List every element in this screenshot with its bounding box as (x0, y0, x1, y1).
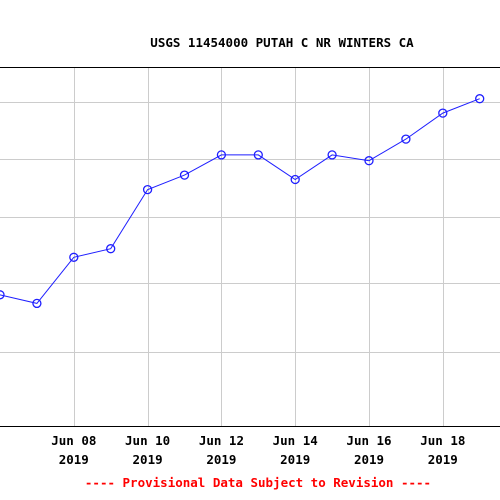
data-point (0, 290, 5, 300)
x-tick-year-label: 2019 (206, 452, 236, 467)
data-point (438, 108, 448, 118)
x-axis-ticks: Jun 08 2019 Jun 10 2019 Jun 12 2019 Jun 14 2019… (51, 433, 465, 467)
x-tick-year-label: 2019 (280, 452, 310, 467)
x-tick-label: Jun 18 (420, 433, 465, 448)
series-layer (0, 94, 485, 309)
plot-frame (0, 67, 500, 427)
x-tick-label: Jun 16 (346, 433, 391, 448)
grid-lines (0, 67, 500, 426)
x-tick-year-label: 2019 (354, 452, 384, 467)
data-point (401, 134, 411, 144)
chart-title: USGS 11454000 PUTAH C NR WINTERS CA (150, 35, 414, 50)
x-tick-label: Jun 10 (125, 433, 170, 448)
provisional-data-notice: ---- Provisional Data Subject to Revisio… (85, 475, 431, 490)
x-tick-year-label: 2019 (428, 452, 458, 467)
data-point (290, 174, 300, 185)
data-point (69, 252, 79, 262)
data-point (253, 150, 263, 160)
x-tick-label: Jun 08 (51, 433, 96, 448)
data-point (32, 298, 42, 309)
data-point (142, 184, 153, 195)
data-point (216, 150, 227, 160)
data-point (106, 244, 116, 254)
data-point (364, 156, 374, 166)
data-point (179, 170, 190, 180)
x-tick-label: Jun 14 (273, 433, 318, 448)
data-point (475, 94, 485, 104)
data-point (327, 150, 337, 160)
x-tick-label: Jun 12 (199, 433, 244, 448)
x-tick-year-label: 2019 (133, 452, 163, 467)
x-tick-year-label: 2019 (59, 452, 89, 467)
series-line (0, 98, 480, 304)
